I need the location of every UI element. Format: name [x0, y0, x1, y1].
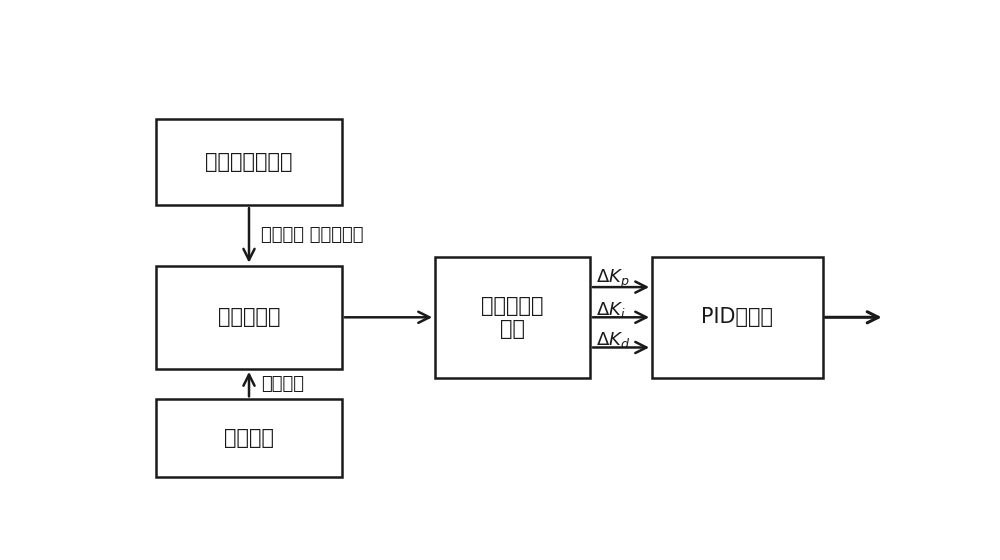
- Bar: [652, 257, 822, 377]
- Text: $\Delta K_i$: $\Delta K_i$: [596, 300, 626, 320]
- Bar: [435, 257, 590, 377]
- Text: 神经模糊控
制器: 神经模糊控 制器: [481, 296, 544, 339]
- Text: $\Delta K_d$: $\Delta K_d$: [596, 330, 630, 349]
- Text: 样本数据: 样本数据: [224, 428, 274, 448]
- Text: $\Delta K_p$: $\Delta K_p$: [596, 268, 630, 291]
- Text: 神经网络控制器: 神经网络控制器: [205, 152, 293, 172]
- Bar: [156, 119, 342, 205]
- Text: 神经网络 自学习函数: 神经网络 自学习函数: [261, 226, 363, 244]
- Text: 样本训练: 样本训练: [261, 375, 304, 393]
- Text: 模糊控制器: 模糊控制器: [218, 307, 280, 327]
- Bar: [156, 265, 342, 369]
- Text: PID控制器: PID控制器: [701, 307, 773, 327]
- Bar: [156, 399, 342, 477]
